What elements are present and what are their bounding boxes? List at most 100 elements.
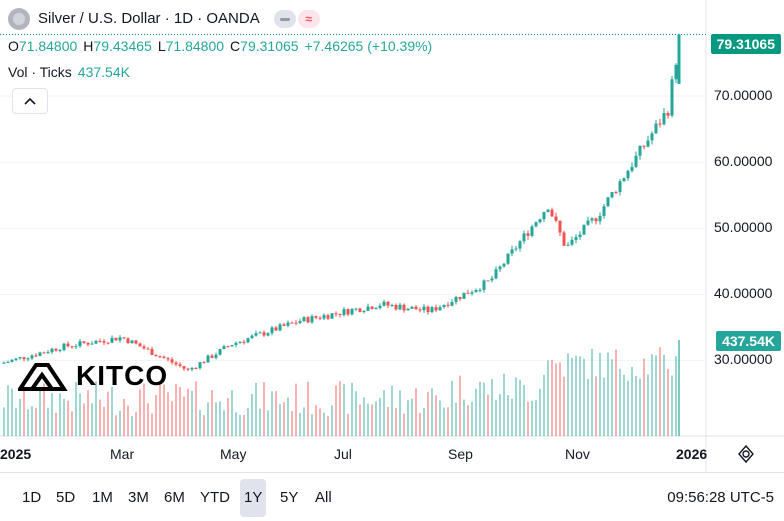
volume-bar xyxy=(107,391,109,436)
volume-bar xyxy=(87,390,89,436)
last-volume-tag: 437.54K xyxy=(716,331,781,351)
range-button-5y[interactable]: 5Y xyxy=(280,489,299,506)
volume-bar xyxy=(307,381,309,436)
range-button-all[interactable]: All xyxy=(315,489,332,506)
low-value: 71.84800 xyxy=(165,38,225,54)
market-closed-icon[interactable] xyxy=(273,10,296,28)
volume-bar xyxy=(199,410,201,436)
candle-body xyxy=(266,333,270,336)
volume-bar xyxy=(571,357,573,436)
wave-icon[interactable]: ≈ xyxy=(297,10,320,28)
volume-bar xyxy=(211,390,213,436)
candle-body xyxy=(362,310,366,313)
clock[interactable]: 09:56:28 UTC-5 xyxy=(667,489,774,506)
collapse-legend-button[interactable] xyxy=(12,88,48,114)
candle-body xyxy=(590,218,594,221)
candle-body xyxy=(358,308,362,313)
volume-bar xyxy=(27,409,29,436)
candle-body xyxy=(378,305,382,309)
volume-bar xyxy=(263,382,265,436)
x-tick-label: 2026 xyxy=(676,446,708,462)
candle-body xyxy=(326,315,330,319)
candle-body xyxy=(310,316,314,323)
candle-body xyxy=(438,307,442,311)
x-tick-label: Sep xyxy=(448,446,473,462)
volume-bar xyxy=(11,388,13,436)
candle-body xyxy=(506,253,510,264)
candle-body xyxy=(634,155,638,167)
candle-body xyxy=(322,315,326,319)
volume-bar xyxy=(167,392,169,436)
candle-body xyxy=(122,337,126,339)
volume-bar xyxy=(671,375,673,436)
candle-body xyxy=(178,364,182,367)
y-tick-label: 40.00000 xyxy=(714,285,773,302)
candle-body xyxy=(394,304,398,310)
volume-bar xyxy=(567,353,569,436)
price-chart[interactable] xyxy=(0,0,784,472)
volume-bar xyxy=(431,388,433,436)
volume-bar xyxy=(279,404,281,436)
range-button-1y[interactable]: 1Y xyxy=(240,479,267,517)
candle-body xyxy=(218,349,222,355)
candle-body xyxy=(598,215,602,222)
volume-bar xyxy=(339,381,341,436)
volume-bar xyxy=(303,407,305,436)
volume-bar xyxy=(139,389,141,436)
volume-bar xyxy=(627,380,629,436)
volume-bar xyxy=(619,368,621,436)
range-button-6m[interactable]: 6M xyxy=(164,489,185,506)
volume-bar xyxy=(343,384,345,436)
volume-bar xyxy=(95,381,97,436)
volume-bar xyxy=(579,356,581,436)
candle-body xyxy=(594,218,598,222)
volume-bar xyxy=(523,385,525,436)
x-tick-label: Nov xyxy=(565,446,590,462)
volume-bar xyxy=(427,391,429,436)
volume-bar xyxy=(491,379,493,436)
volume-bar xyxy=(467,405,469,436)
range-button-5d[interactable]: 5D xyxy=(56,489,76,506)
volume-bar xyxy=(451,380,453,436)
range-button-1m[interactable]: 1M xyxy=(92,489,113,506)
volume-bar xyxy=(123,398,125,436)
candle-body xyxy=(154,354,158,357)
range-button-ytd[interactable]: YTD xyxy=(200,489,230,506)
candle-body xyxy=(66,343,70,347)
candle-body xyxy=(466,292,470,294)
volume-bar xyxy=(367,403,369,436)
candle-body xyxy=(578,234,582,238)
candle-body xyxy=(666,112,670,116)
candle-body xyxy=(546,209,550,213)
volume-bar xyxy=(659,347,661,436)
candle-body xyxy=(674,64,678,80)
volume-bar xyxy=(563,376,565,436)
candle-body xyxy=(246,338,250,343)
candle-body xyxy=(46,352,50,354)
candle-body xyxy=(242,341,246,343)
candle-body xyxy=(114,337,118,341)
volume-bar xyxy=(495,399,497,436)
candle-body xyxy=(390,304,394,306)
range-button-1d[interactable]: 1D xyxy=(22,489,42,506)
volume-bar xyxy=(471,401,473,436)
candle-body xyxy=(622,178,626,182)
candle-body xyxy=(190,367,194,370)
volume-bar xyxy=(503,373,505,436)
volume-bar xyxy=(155,394,157,436)
candle-body xyxy=(306,317,310,323)
change-value: +7.46265 (+10.39%) xyxy=(304,38,433,54)
candle-body xyxy=(6,361,10,363)
settings-gear-icon[interactable] xyxy=(736,444,756,464)
volume-bar xyxy=(515,377,517,436)
volume-bar xyxy=(407,400,409,436)
candle-body xyxy=(286,322,290,326)
candle-body xyxy=(542,212,546,220)
symbol-title[interactable]: Silver / U.S. Dollar · 1D · OANDA xyxy=(38,10,260,27)
range-button-3m[interactable]: 3M xyxy=(128,489,149,506)
candle-body xyxy=(650,133,654,141)
candle-body xyxy=(86,343,90,345)
volume-bar xyxy=(131,415,133,436)
candle-body xyxy=(430,307,434,313)
volume-bar xyxy=(147,403,149,436)
